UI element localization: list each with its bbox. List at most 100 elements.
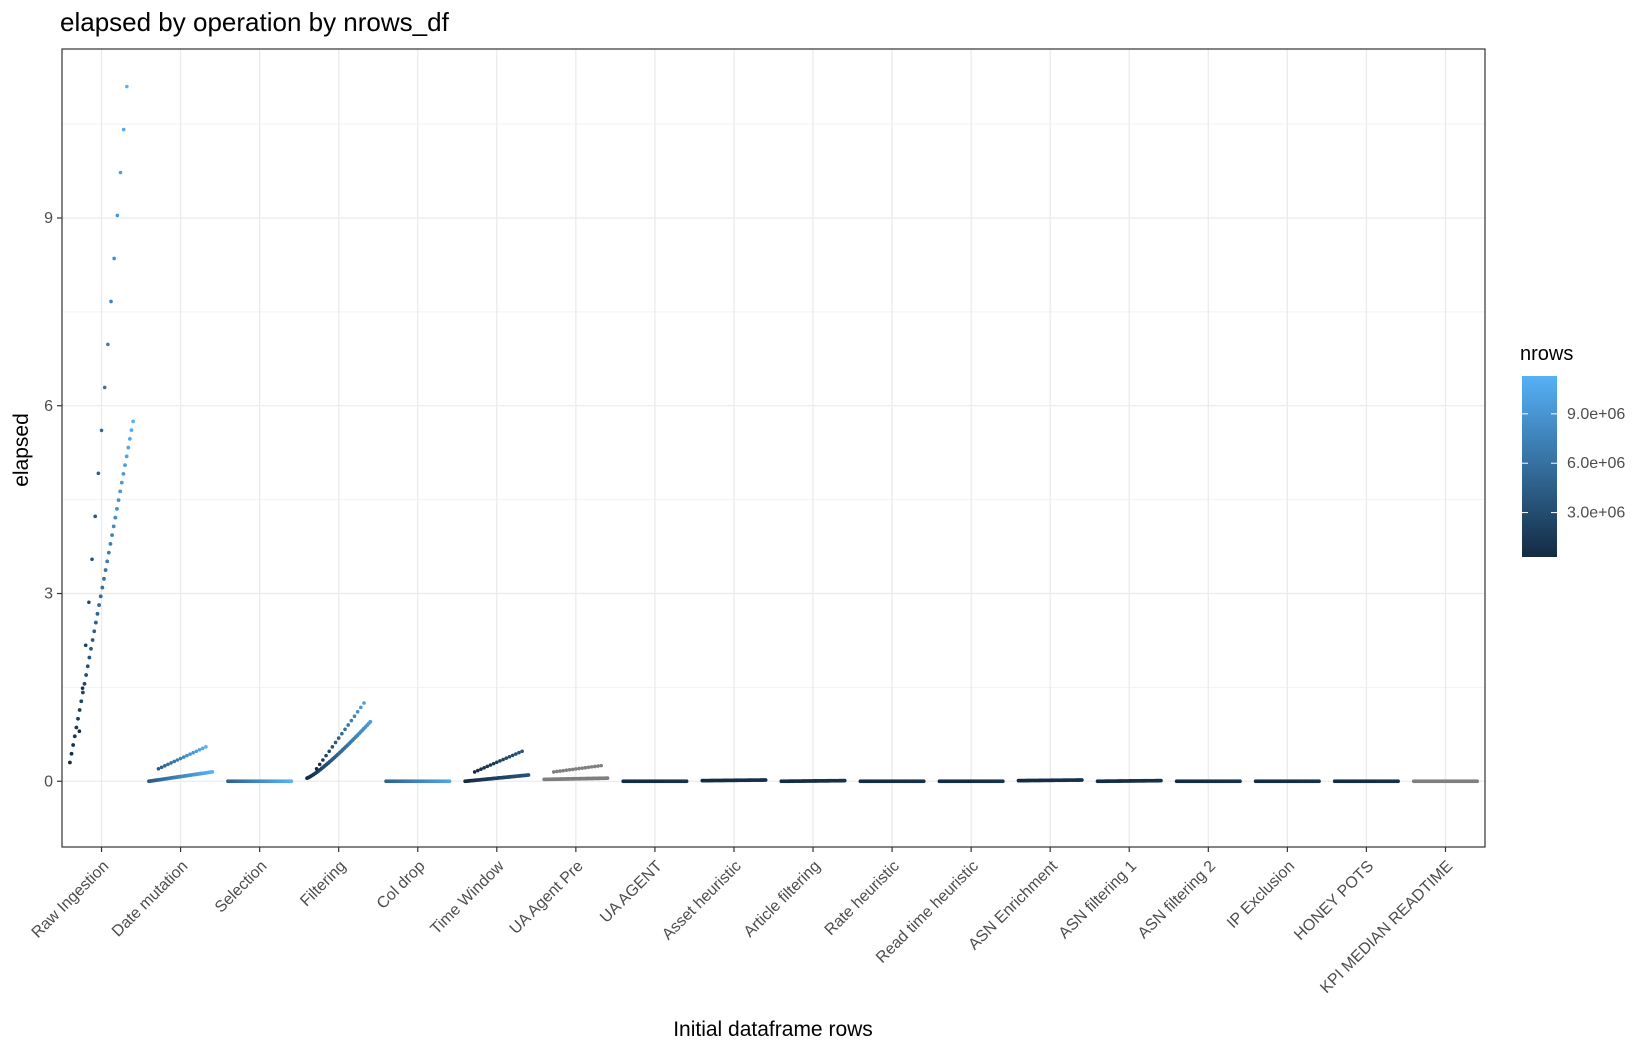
data-point-outlier	[593, 764, 597, 769]
x-tick-label: ASN filtering 1	[1056, 858, 1140, 942]
data-point-outlier	[570, 767, 575, 772]
data-point-outlier	[498, 759, 502, 763]
data-point-outlier	[327, 749, 332, 754]
data-point-outlier	[564, 768, 569, 773]
data-point-outlier	[567, 768, 572, 772]
data-point	[131, 419, 136, 424]
data-point	[526, 773, 531, 777]
series-ip-exclusion	[1253, 779, 1321, 784]
chart-title: elapsed by operation by nrows_df	[60, 7, 450, 37]
series-asn-filtering-2	[1174, 779, 1242, 784]
data-point-outlier	[555, 769, 559, 774]
x-tick-label: KPI MEDIAN READTIME	[1317, 858, 1456, 997]
data-points	[68, 84, 1479, 784]
data-point-outlier	[599, 763, 603, 768]
data-point-outlier	[112, 256, 116, 261]
legend-colorbar	[1522, 376, 1557, 557]
series-honey-pots	[1332, 779, 1400, 784]
data-point-outlier	[156, 766, 161, 771]
data-point-outlier	[330, 745, 335, 749]
x-tick-label: UA AGENT	[597, 858, 666, 927]
data-point-outlier	[482, 765, 486, 770]
data-point	[842, 778, 847, 783]
data-point-outlier	[485, 764, 490, 769]
series-rate-heuristic	[858, 779, 926, 784]
data-point-outlier	[346, 723, 350, 727]
series-time-window	[463, 749, 531, 784]
data-point-outlier	[175, 758, 180, 762]
data-point	[1158, 778, 1163, 783]
data-point-outlier	[188, 752, 192, 756]
data-point	[1238, 779, 1242, 784]
data-point-outlier	[172, 759, 177, 764]
data-point-outlier	[90, 557, 94, 562]
data-point-outlier	[472, 770, 477, 774]
data-point	[97, 603, 101, 607]
x-tick-label: Asset heuristic	[659, 858, 745, 944]
data-point	[119, 480, 124, 485]
data-point-outlier	[317, 762, 322, 767]
data-point-outlier	[159, 765, 164, 770]
data-point-outlier	[586, 765, 591, 770]
series-asn-filtering-1	[1095, 778, 1163, 784]
data-point	[126, 445, 131, 450]
data-point	[113, 515, 118, 520]
data-point-outlier	[191, 750, 196, 755]
data-point	[98, 594, 103, 599]
data-point	[763, 778, 768, 782]
x-tick-label: ASN filtering 2	[1135, 858, 1219, 942]
data-point	[102, 576, 106, 581]
data-point-outlier	[507, 754, 512, 759]
data-point	[84, 673, 89, 677]
data-point-outlier	[169, 761, 173, 765]
data-point	[105, 559, 110, 564]
data-point	[1079, 778, 1084, 782]
y-axis: 0 3 6 9	[44, 210, 62, 790]
x-tick-label: Col drop	[374, 858, 429, 913]
legend-ticks: 3.0e+06 6.0e+06 9.0e+06	[1522, 406, 1625, 522]
data-point	[85, 664, 90, 669]
data-point-outlier	[359, 705, 363, 710]
data-point-outlier	[488, 763, 493, 767]
data-point-outlier	[99, 428, 104, 433]
data-point-outlier	[106, 342, 110, 347]
data-point	[124, 454, 129, 459]
data-point-outlier	[495, 760, 499, 765]
data-point-outlier	[349, 718, 354, 723]
x-tick-label: Time Window	[428, 857, 508, 937]
data-point-outlier	[501, 757, 505, 762]
data-point-outlier	[96, 471, 101, 476]
data-point	[92, 629, 97, 634]
x-tick-label: Filtering	[297, 858, 349, 910]
data-point-outlier	[504, 756, 509, 760]
data-point-outlier	[343, 727, 347, 732]
data-point	[72, 734, 77, 739]
data-point-outlier	[580, 766, 584, 770]
data-point-outlier	[204, 745, 208, 749]
data-point-outlier	[324, 753, 328, 758]
data-point-outlier	[197, 747, 202, 752]
data-point-outlier	[517, 750, 521, 755]
data-point	[106, 550, 111, 555]
data-point	[115, 506, 119, 511]
legend-tick-label: 9.0e+06	[1567, 406, 1625, 423]
data-point	[210, 769, 215, 774]
data-point	[100, 585, 105, 590]
series-ua-agent-pre	[542, 763, 610, 782]
grid-major	[62, 49, 1485, 847]
data-point-outlier	[551, 770, 556, 774]
data-point-outlier	[77, 729, 82, 734]
data-point-outlier	[561, 768, 566, 773]
data-point-outlier	[520, 749, 524, 754]
x-axis-title: Initial dataframe rows	[673, 1018, 873, 1041]
x-tick-label: Raw Ingestion	[29, 858, 113, 942]
data-point-outlier	[178, 756, 183, 761]
data-point	[123, 463, 127, 468]
series-read-time-heuristic	[937, 779, 1005, 784]
x-tick-label: Article filtering	[741, 858, 824, 941]
data-point	[108, 541, 113, 546]
y-axis-title: elapsed	[10, 413, 33, 487]
data-point-outlier	[596, 764, 600, 768]
data-point	[921, 779, 926, 784]
